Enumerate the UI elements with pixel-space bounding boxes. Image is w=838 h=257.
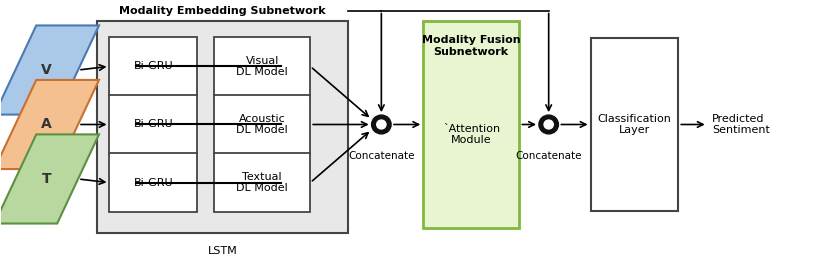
Bar <box>110 95 197 154</box>
Text: Classification
Layer: Classification Layer <box>597 114 671 135</box>
Bar <box>214 153 310 212</box>
Text: `Attention
Module: `Attention Module <box>442 124 499 145</box>
Bar <box>591 38 678 211</box>
Text: Bi-GRU: Bi-GRU <box>133 61 173 71</box>
Text: V: V <box>41 63 52 77</box>
Text: Bi-GRU: Bi-GRU <box>133 120 173 130</box>
Polygon shape <box>0 80 99 169</box>
Bar <box>97 21 348 233</box>
Text: Acoustic
DL Model: Acoustic DL Model <box>236 114 288 135</box>
Bar <box>110 153 197 212</box>
Text: Concatenate: Concatenate <box>348 151 415 161</box>
Ellipse shape <box>377 120 386 129</box>
Text: Predicted
Sentiment: Predicted Sentiment <box>711 114 769 135</box>
Bar <box>214 95 310 154</box>
Bar <box>214 36 310 96</box>
Bar <box>110 36 197 96</box>
Text: Modality Fusion
Subnetwork: Modality Fusion Subnetwork <box>422 35 520 57</box>
Ellipse shape <box>539 115 558 134</box>
Bar <box>423 21 520 228</box>
Text: Textual
DL Model: Textual DL Model <box>236 172 288 194</box>
Text: Bi-GRU: Bi-GRU <box>133 178 173 188</box>
Text: T: T <box>42 172 51 186</box>
Text: Concatenate: Concatenate <box>515 151 582 161</box>
Text: A: A <box>41 117 52 132</box>
Polygon shape <box>0 25 99 115</box>
Polygon shape <box>0 134 99 224</box>
Text: Visual
DL Model: Visual DL Model <box>236 56 288 77</box>
Ellipse shape <box>371 115 391 134</box>
Ellipse shape <box>544 120 553 129</box>
Text: LSTM: LSTM <box>208 246 237 256</box>
Text: Modality Embedding Subnetwork: Modality Embedding Subnetwork <box>119 6 326 16</box>
